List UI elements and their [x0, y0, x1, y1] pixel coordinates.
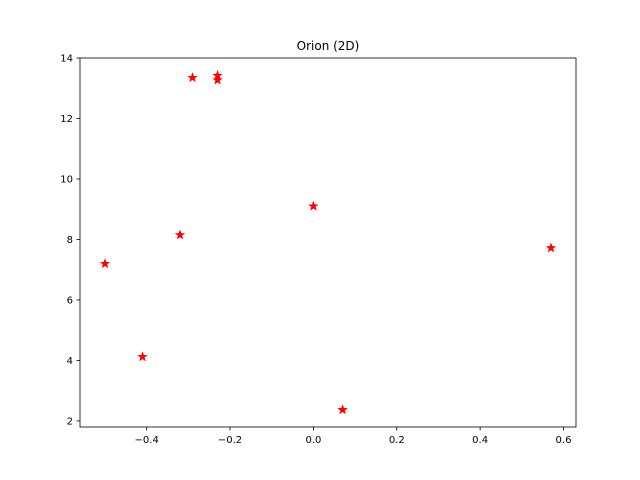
y-tick-label: 12: [60, 114, 73, 125]
y-tick-label: 6: [67, 295, 73, 306]
x-tick-label: 0.4: [472, 435, 488, 446]
y-tick-label: 14: [60, 54, 73, 65]
y-tick-label: 4: [67, 356, 73, 367]
x-tick-label: 0.0: [305, 435, 321, 446]
x-axis: −0.4 −0.2 0.0 0.2 0.4 0.6: [135, 427, 572, 446]
plot-area: [79, 57, 577, 428]
x-tick-label: 0.2: [389, 435, 405, 446]
data-point-star: [212, 74, 223, 85]
y-tick-label: 10: [60, 174, 73, 185]
data-point-star: [545, 242, 557, 253]
data-point-star: [337, 404, 348, 415]
x-tick-label: −0.2: [218, 435, 242, 446]
chart-title: Orion (2D): [297, 39, 360, 53]
y-tick-label: 2: [67, 416, 73, 427]
plot-frame: [79, 57, 577, 428]
data-point-star: [174, 229, 186, 240]
data-point-star: [99, 258, 111, 269]
x-tick-label: 0.6: [556, 435, 572, 446]
data-point-star: [137, 351, 148, 362]
data-markers: [99, 70, 557, 415]
data-point-star: [308, 200, 319, 211]
x-tick-label: −0.4: [135, 435, 159, 446]
data-point-star: [187, 72, 198, 83]
y-axis: 2 4 6 8 10 12 14: [60, 54, 80, 427]
y-tick-label: 8: [67, 235, 73, 246]
